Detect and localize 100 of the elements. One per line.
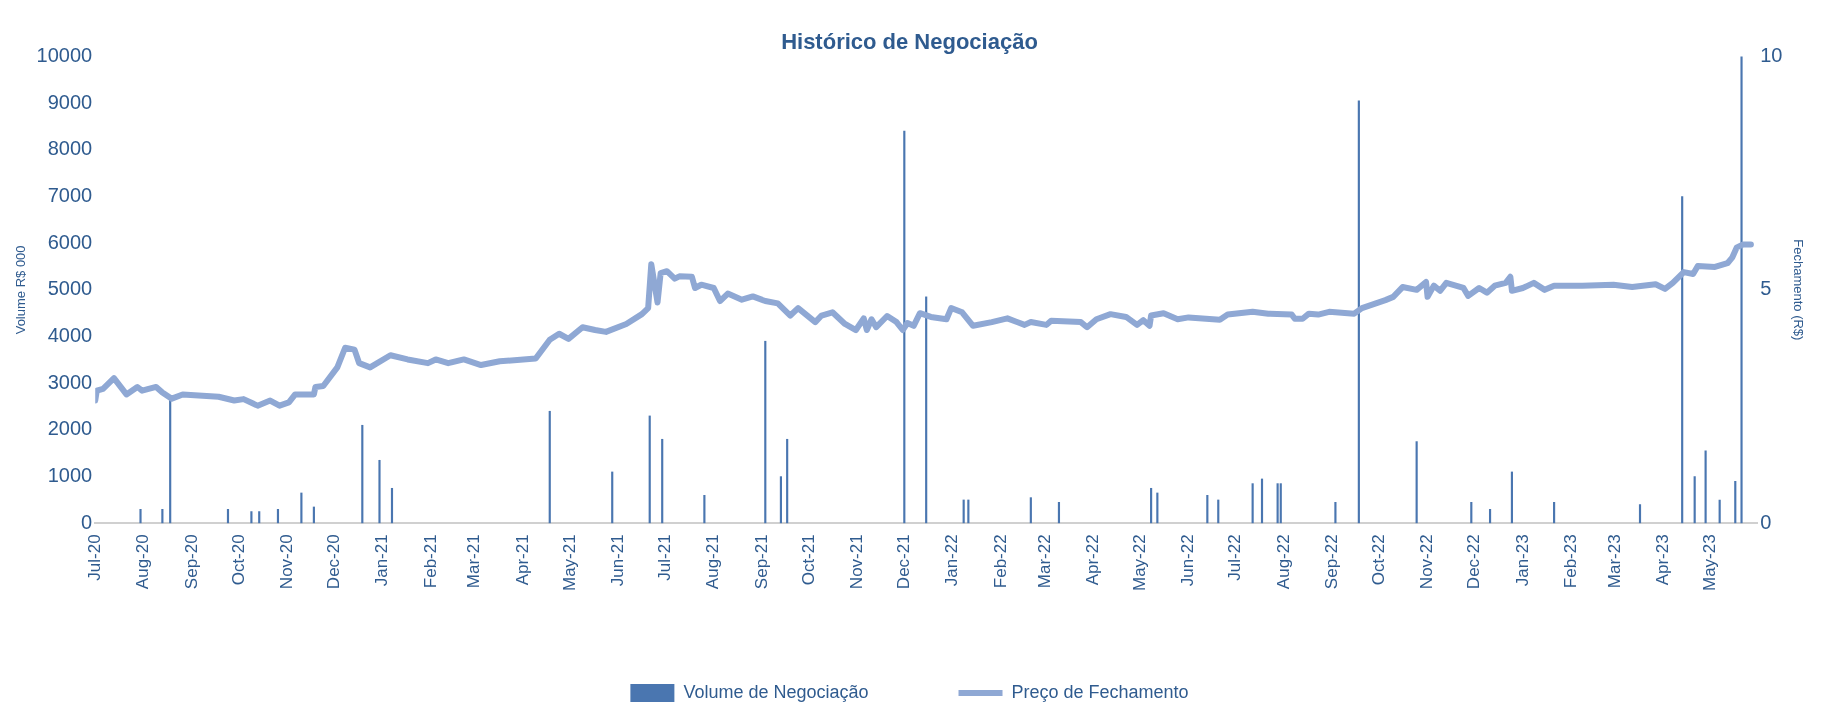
x-tick-label: Mar-23 [1604,534,1624,589]
bar [139,508,142,524]
bar [1740,56,1743,524]
y-tick-label: 1000 [47,464,93,487]
y-tick-label: 8000 [47,137,93,160]
x-tick-label: Apr-21 [512,534,532,586]
bar [1156,492,1159,524]
x-tick-label: May-21 [559,534,579,591]
chart-title: Histórico de Negociação [781,29,1038,55]
bar [1415,441,1418,524]
bar [548,410,551,524]
bar [1488,508,1492,524]
x-tick-label: Oct-20 [228,534,248,586]
x-tick-label: Sep-21 [751,534,771,590]
x-tick-label: Jan-21 [372,534,392,587]
bar [1638,504,1642,524]
bar [611,471,614,524]
x-tick-label: Jun-21 [608,534,628,587]
bar [764,340,767,524]
x-tick-label: Oct-22 [1368,534,1388,586]
bar [1251,483,1254,524]
legend-label: Preço de Fechamento [1011,681,1189,702]
bar [300,492,303,524]
x-tick-label: Jul-21 [655,534,675,581]
x-tick-label: May-22 [1129,534,1149,591]
bar [703,494,706,524]
bar [1693,476,1696,524]
y2-tick-label: 0 [1760,510,1772,533]
y2-tick-label: 10 [1760,43,1783,66]
bar [1279,483,1282,524]
x-tick-label: Apr-22 [1083,534,1102,586]
x-tick-label: Feb-23 [1560,534,1580,589]
bar [1217,499,1220,524]
x-tick-label: Jun-22 [1178,534,1198,587]
bar [962,499,965,524]
y-tick-label: 9000 [47,90,93,113]
y-tick-label: 0 [81,510,93,533]
bar [258,511,261,524]
x-tick-label: Jan-22 [942,534,962,587]
x-tick-label: Feb-22 [990,534,1010,589]
legend-label: Volume de Negociação [683,681,869,702]
bar [786,438,789,524]
x-tick-label: Mar-21 [464,534,484,589]
x-tick-label: Apr-23 [1653,534,1673,586]
y-axis-title: Volume R$ 000 [13,245,29,335]
x-tick-label: Dec-22 [1464,534,1484,590]
x-tick-label: Feb-21 [420,534,440,589]
bar [276,508,280,524]
bar [1057,501,1061,524]
y-tick-label: 10000 [36,43,93,66]
x-tick-label: Aug-20 [133,534,153,590]
bar [661,438,664,524]
bar [1029,497,1032,524]
x-tick-label: Aug-21 [703,534,723,590]
bar [1734,480,1737,524]
x-tick-label: Oct-21 [798,534,818,586]
bar [1718,499,1721,524]
bar [1150,487,1153,524]
bar [378,459,381,524]
x-tick-label: May-23 [1699,534,1719,591]
x-tick-label: Mar-22 [1034,534,1054,589]
x-tick-label: Jan-23 [1512,534,1532,587]
x-tick-label: Dec-21 [894,534,913,590]
y2-axis-title: Fechamento (R$) [1790,239,1806,341]
bar [1510,471,1513,524]
bar [1704,450,1707,524]
y-tick-label: 3000 [47,370,93,393]
bar [967,499,970,524]
bar [925,296,928,524]
y-tick-label: 6000 [47,230,93,253]
x-tick-label: Sep-20 [181,534,201,590]
y-tick-label: 7000 [47,183,93,206]
bar [390,487,394,524]
x-tick-label: Nov-20 [277,534,297,590]
y2-tick-label: 5 [1760,277,1772,300]
bar [1357,100,1360,524]
bar [161,508,164,524]
bar [1470,501,1473,524]
bar [250,511,253,524]
bar [226,508,230,524]
x-tick-label: Jul-22 [1225,534,1245,581]
x-tick-label: Dec-20 [323,534,343,590]
bar [169,399,172,524]
y-tick-label: 5000 [47,277,93,300]
x-tick-label: Aug-22 [1273,534,1293,590]
x-tick-label: Nov-22 [1417,534,1437,590]
bar [1206,494,1209,524]
bar [1334,501,1337,524]
x-tick-label: Nov-21 [847,534,867,590]
y-tick-label: 2000 [47,417,93,440]
x-tick-label: Sep-22 [1321,534,1341,590]
bar [1260,478,1264,524]
bar [1681,196,1684,524]
bar [361,424,364,524]
bar [1553,501,1556,524]
x-tick-label: Jul-20 [84,534,104,581]
y-tick-label: 4000 [47,324,93,347]
bar [1276,483,1279,524]
bar [648,415,651,524]
bar [903,130,906,524]
